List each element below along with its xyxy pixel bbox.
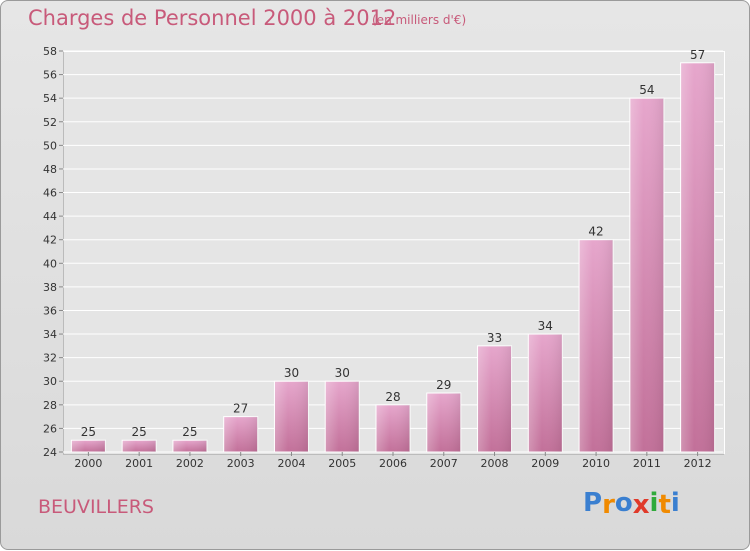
bar-shine bbox=[274, 381, 309, 452]
chart-title: Charges de Personnel 2000 à 2012 bbox=[28, 6, 397, 30]
x-tick-label: 2006 bbox=[379, 457, 407, 470]
proxiti-logo: Proxiti bbox=[583, 488, 680, 520]
bar-shine bbox=[680, 62, 715, 452]
x-tick-label: 2007 bbox=[430, 457, 458, 470]
x-tick-label: 2004 bbox=[277, 457, 305, 470]
chart-subtitle: (en milliers d'€) bbox=[372, 13, 467, 27]
x-tick-label: 2011 bbox=[633, 457, 661, 470]
bar-value-label: 34 bbox=[538, 319, 553, 333]
x-tick-label: 2003 bbox=[227, 457, 255, 470]
y-tick-label: 48 bbox=[43, 163, 57, 176]
bar-value-label: 28 bbox=[385, 390, 400, 404]
bar-shine bbox=[528, 334, 563, 452]
bar-value-label: 25 bbox=[182, 425, 197, 439]
x-tick-label: 2012 bbox=[684, 457, 712, 470]
bar-shine bbox=[172, 440, 207, 452]
logo-letter: i bbox=[649, 488, 659, 518]
y-tick-label: 32 bbox=[43, 352, 57, 365]
y-tick-label: 58 bbox=[43, 45, 57, 58]
y-tick-label: 50 bbox=[43, 139, 57, 152]
y-tick-label: 30 bbox=[43, 375, 57, 388]
x-tick-label: 2001 bbox=[125, 457, 153, 470]
bar-shine bbox=[629, 98, 664, 453]
y-tick-label: 34 bbox=[43, 328, 57, 341]
logo-letter: P bbox=[583, 488, 603, 518]
y-tick-label: 54 bbox=[43, 92, 57, 105]
y-tick-label: 56 bbox=[43, 69, 57, 82]
y-tick-label: 52 bbox=[43, 116, 57, 129]
logo-letter: r bbox=[602, 490, 615, 520]
bar-value-label: 54 bbox=[639, 83, 654, 97]
bar-value-label: 33 bbox=[487, 331, 502, 345]
y-tick-label: 40 bbox=[43, 257, 57, 270]
logo-letter: x bbox=[632, 490, 650, 520]
bar-value-label: 30 bbox=[335, 366, 350, 380]
x-tick-label: 2009 bbox=[531, 457, 559, 470]
y-tick-label: 26 bbox=[43, 422, 57, 435]
bar-shine bbox=[223, 416, 258, 452]
bar-value-label: 57 bbox=[690, 48, 705, 62]
x-tick-label: 2000 bbox=[74, 457, 102, 470]
bar-shine bbox=[376, 404, 410, 452]
plot-area bbox=[63, 51, 725, 455]
y-tick-label: 28 bbox=[43, 399, 57, 412]
bar-shine bbox=[71, 440, 106, 452]
logo-letter: i bbox=[670, 488, 680, 518]
bar-shine bbox=[325, 381, 360, 452]
x-tick-label: 2005 bbox=[328, 457, 356, 470]
x-tick-label: 2010 bbox=[582, 457, 610, 470]
logo-letter: t bbox=[658, 490, 671, 520]
y-tick-label: 42 bbox=[43, 234, 57, 247]
bar-shine bbox=[122, 440, 157, 452]
bar-value-label: 30 bbox=[284, 366, 299, 380]
logo-letter: o bbox=[614, 488, 633, 518]
bar-value-label: 42 bbox=[588, 225, 603, 239]
bar-value-label: 25 bbox=[81, 425, 96, 439]
y-tick-label: 38 bbox=[43, 281, 57, 294]
y-tick-label: 44 bbox=[43, 210, 57, 223]
y-tick-label: 46 bbox=[43, 187, 57, 200]
bar-shine bbox=[477, 345, 512, 452]
bar-value-label: 27 bbox=[233, 402, 248, 416]
bar-shine bbox=[426, 393, 461, 452]
bar-value-label: 29 bbox=[436, 378, 451, 392]
y-tick-label: 24 bbox=[43, 446, 57, 459]
place-name: BEUVILLERS bbox=[38, 496, 154, 518]
bar-shine bbox=[579, 239, 614, 452]
y-tick-label: 36 bbox=[43, 304, 57, 317]
x-tick-label: 2008 bbox=[481, 457, 509, 470]
x-tick-label: 2002 bbox=[176, 457, 204, 470]
bar-value-label: 25 bbox=[132, 425, 147, 439]
